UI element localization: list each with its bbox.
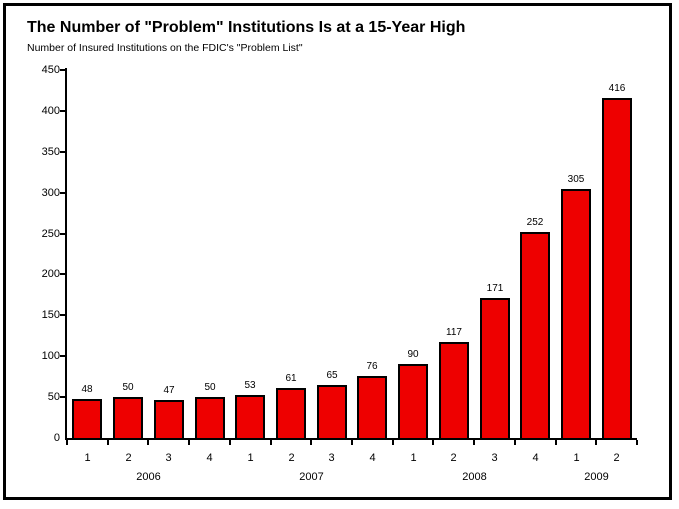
y-axis-tick bbox=[60, 192, 65, 194]
x-axis-year-label: 2007 bbox=[299, 471, 324, 483]
x-axis-quarter-label: 3 bbox=[165, 452, 172, 464]
bar-value-label: 76 bbox=[366, 361, 378, 372]
x-axis-quarter-label: 4 bbox=[532, 452, 539, 464]
y-axis-tick bbox=[60, 314, 65, 316]
x-axis-quarter-label: 2 bbox=[450, 452, 457, 464]
y-axis-tick bbox=[60, 233, 65, 235]
x-axis-quarter-label: 2 bbox=[125, 452, 132, 464]
bar-value-label: 50 bbox=[204, 382, 216, 393]
y-axis-tick bbox=[60, 69, 65, 71]
x-axis-tick bbox=[270, 440, 272, 445]
x-axis-tick bbox=[107, 440, 109, 445]
bar bbox=[72, 399, 102, 438]
x-axis-quarter-label: 1 bbox=[84, 452, 91, 464]
bar bbox=[398, 364, 428, 438]
bar-value-label: 50 bbox=[122, 382, 134, 393]
x-axis-tick bbox=[188, 440, 190, 445]
bar bbox=[276, 388, 306, 438]
y-axis-tick-label: 450 bbox=[41, 64, 60, 76]
bar-value-label: 117 bbox=[446, 327, 462, 338]
x-axis-quarter-label: 1 bbox=[573, 452, 580, 464]
x-axis-tick bbox=[351, 440, 353, 445]
chart-title: The Number of "Problem" Institutions Is … bbox=[27, 19, 466, 36]
x-axis-tick bbox=[473, 440, 475, 445]
y-axis-tick bbox=[60, 273, 65, 275]
y-axis-tick bbox=[60, 355, 65, 357]
x-axis-tick bbox=[229, 440, 231, 445]
y-axis-tick bbox=[60, 110, 65, 112]
x-axis-quarter-label: 4 bbox=[369, 452, 376, 464]
bar-value-label: 416 bbox=[608, 83, 626, 94]
x-axis-tick bbox=[432, 440, 434, 445]
bar bbox=[154, 400, 184, 438]
y-axis-tick-label: 200 bbox=[41, 268, 60, 280]
y-axis-line bbox=[65, 68, 67, 440]
y-axis-tick-label: 0 bbox=[53, 432, 60, 444]
y-axis-tick bbox=[60, 396, 65, 398]
x-axis-year-label: 2006 bbox=[136, 471, 161, 483]
x-axis-quarter-label: 1 bbox=[410, 452, 417, 464]
x-axis-tick bbox=[310, 440, 312, 445]
x-axis-tick bbox=[636, 440, 638, 445]
y-axis-tick-label: 150 bbox=[41, 309, 60, 321]
bar bbox=[195, 397, 225, 438]
bar bbox=[235, 395, 265, 438]
bar-value-label: 305 bbox=[567, 174, 585, 185]
bar bbox=[480, 298, 510, 438]
x-axis-tick bbox=[595, 440, 597, 445]
x-axis-quarter-label: 1 bbox=[247, 452, 254, 464]
y-axis-tick-label: 250 bbox=[41, 228, 60, 240]
bar bbox=[520, 232, 550, 438]
bar-value-label: 65 bbox=[326, 370, 338, 381]
x-axis-line bbox=[65, 438, 637, 440]
x-axis-tick bbox=[514, 440, 516, 445]
bar-value-label: 61 bbox=[285, 373, 297, 384]
x-axis-year-label: 2009 bbox=[584, 471, 609, 483]
x-axis-quarter-label: 3 bbox=[328, 452, 335, 464]
y-axis-tick-label: 300 bbox=[41, 187, 60, 199]
y-axis-tick-label: 350 bbox=[41, 146, 60, 158]
x-axis-tick bbox=[147, 440, 149, 445]
bar bbox=[439, 342, 469, 438]
x-axis-quarter-label: 4 bbox=[206, 452, 213, 464]
bar-value-label: 48 bbox=[81, 384, 93, 395]
bar bbox=[113, 397, 143, 438]
x-axis-tick bbox=[392, 440, 394, 445]
chart-subtitle: Number of Insured Institutions on the FD… bbox=[27, 42, 303, 54]
bar bbox=[561, 189, 591, 438]
bar-value-label: 252 bbox=[526, 217, 544, 228]
y-axis-tick-label: 50 bbox=[47, 391, 60, 403]
x-axis-quarter-label: 2 bbox=[613, 452, 620, 464]
x-axis-quarter-label: 3 bbox=[491, 452, 498, 464]
bar bbox=[317, 385, 347, 438]
bar-value-label: 53 bbox=[244, 380, 256, 391]
y-axis-tick bbox=[60, 151, 65, 153]
bar-value-label: 90 bbox=[407, 349, 419, 360]
bar bbox=[602, 98, 632, 438]
y-axis-tick-label: 400 bbox=[41, 105, 60, 117]
x-axis-tick bbox=[66, 440, 68, 445]
x-axis-year-label: 2008 bbox=[462, 471, 487, 483]
bar-value-label: 171 bbox=[486, 283, 504, 294]
y-axis-tick-label: 100 bbox=[41, 350, 60, 362]
bar-value-label: 47 bbox=[163, 385, 175, 396]
x-axis-tick bbox=[555, 440, 557, 445]
bar bbox=[357, 376, 387, 438]
x-axis-quarter-label: 2 bbox=[288, 452, 295, 464]
